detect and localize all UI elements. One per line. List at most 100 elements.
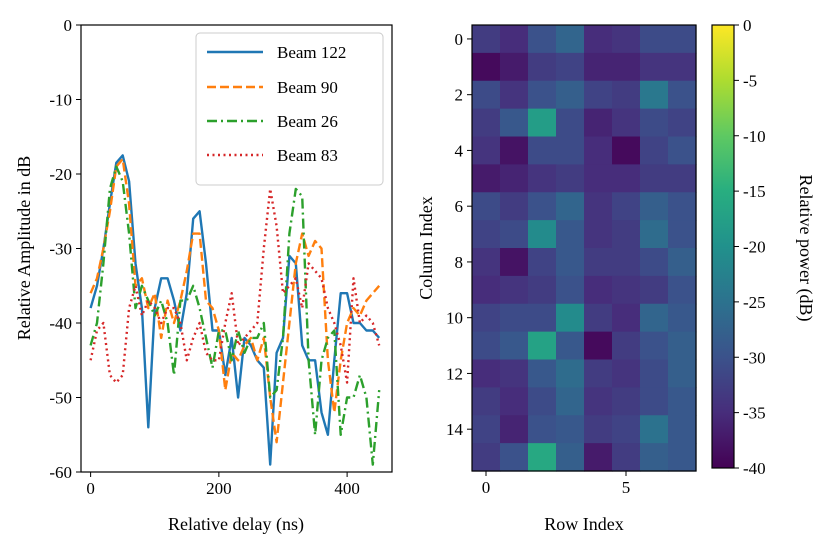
heatmap-cell bbox=[556, 443, 585, 472]
heatmap-cell bbox=[584, 387, 613, 416]
heatmap-y-tick-label: 14 bbox=[446, 420, 464, 439]
series-line-beam-90 bbox=[89, 157, 381, 444]
heatmap-cell bbox=[500, 331, 529, 361]
colorbar-label: Relative power (dB) bbox=[795, 175, 816, 322]
heatmap-cell bbox=[584, 303, 613, 333]
heatmap-cell bbox=[612, 443, 641, 472]
heatmap-cell bbox=[668, 387, 697, 416]
colorbar-tick-label: -20 bbox=[743, 238, 766, 257]
heatmap-cell bbox=[528, 275, 557, 305]
y-tick-label: 0 bbox=[64, 16, 73, 35]
heatmap-cell bbox=[640, 220, 669, 249]
heatmap-cell bbox=[500, 359, 529, 388]
heatmap-cell bbox=[500, 415, 529, 444]
heatmap-cell bbox=[584, 192, 613, 221]
heatmap-cell bbox=[668, 52, 697, 82]
heatmap-cell bbox=[640, 52, 669, 82]
heatmap-axes: 0 5 0 2 4 6 8 10 12 14 bbox=[446, 30, 630, 497]
heatmap-cell bbox=[472, 52, 501, 82]
x-tick-label: 0 bbox=[86, 479, 95, 498]
heatmap-cell bbox=[556, 275, 585, 305]
heatmap-cell bbox=[528, 359, 557, 388]
heatmap-cell bbox=[472, 415, 501, 444]
heatmap-cell bbox=[500, 248, 529, 277]
heatmap-cell bbox=[500, 387, 529, 416]
heatmap-cell bbox=[584, 108, 613, 138]
heatmap-ylabel: Column Index bbox=[416, 196, 436, 300]
x-tick-label: 400 bbox=[334, 479, 360, 498]
colorbar: 0 -5 -10 -15 -20 -25 -30 -35 -40 Relative power … bbox=[711, 16, 816, 478]
heatmap-cell bbox=[640, 443, 669, 472]
heatmap-cell bbox=[556, 387, 585, 416]
heatmap-cell bbox=[640, 80, 669, 110]
y-tick-label: -20 bbox=[49, 165, 72, 184]
heatmap-cell bbox=[640, 275, 669, 305]
heatmap-cell bbox=[500, 164, 529, 193]
heatmap-cell bbox=[612, 387, 641, 416]
heatmap-y-tick-label: 4 bbox=[455, 141, 464, 160]
heatmap-cell bbox=[668, 443, 697, 472]
colorbar-tick-label: -15 bbox=[743, 182, 766, 201]
legend-box bbox=[195, 32, 384, 186]
heatmap-y-tick-label: 12 bbox=[446, 364, 463, 383]
heatmap-cell bbox=[640, 248, 669, 277]
heatmap-cell bbox=[612, 80, 641, 110]
heatmap-cell bbox=[500, 136, 529, 165]
line-chart-axes: 0 200 400 0 -10 -20 -30 -40 -50 -60 bbox=[49, 16, 360, 498]
heatmap-cell bbox=[668, 248, 697, 277]
x-tick-label: 200 bbox=[206, 479, 232, 498]
heatmap-cell bbox=[584, 164, 613, 193]
heatmap-cell bbox=[612, 220, 641, 249]
heatmap-y-tick-label: 8 bbox=[455, 253, 464, 272]
heatmap-cell bbox=[640, 331, 669, 361]
heatmap-cell bbox=[500, 80, 529, 110]
heatmap-cell bbox=[668, 25, 697, 54]
heatmap-cell bbox=[612, 275, 641, 305]
heatmap-cell bbox=[528, 80, 557, 110]
heatmap-cell bbox=[472, 359, 501, 388]
line-chart: 0 200 400 0 -10 -20 -30 -40 -50 -60 Relative dela… bbox=[14, 16, 393, 535]
heatmap-cell bbox=[472, 248, 501, 277]
legend-label-beam-122: Beam 122 bbox=[277, 43, 346, 62]
heatmap-cell bbox=[668, 275, 697, 305]
colorbar-tick-label: -35 bbox=[743, 404, 766, 423]
heatmap-cell bbox=[612, 25, 641, 54]
heatmap-cell bbox=[472, 331, 501, 361]
heatmap-cell bbox=[668, 359, 697, 388]
y-tick-label: -50 bbox=[49, 389, 72, 408]
heatmap-cell bbox=[556, 303, 585, 333]
heatmap-cell bbox=[528, 443, 557, 472]
heatmap-cell bbox=[472, 25, 501, 54]
heatmap-cell bbox=[556, 192, 585, 221]
heatmap-cell bbox=[640, 415, 669, 444]
heatmap-cell bbox=[612, 192, 641, 221]
heatmap-cell bbox=[528, 303, 557, 333]
legend: Beam 122 Beam 90 Beam 26 Beam 83 bbox=[195, 32, 384, 186]
heatmap-xlabel: Row Index bbox=[544, 514, 624, 534]
heatmap-cell bbox=[556, 331, 585, 361]
heatmap-cell bbox=[584, 136, 613, 165]
legend-label-beam-26: Beam 26 bbox=[277, 112, 338, 131]
heatmap-cell bbox=[528, 136, 557, 165]
heatmap-cell bbox=[528, 108, 557, 138]
heatmap-cell bbox=[640, 387, 669, 416]
heatmap-cell bbox=[556, 415, 585, 444]
heatmap-cell bbox=[668, 220, 697, 249]
y-tick-label: -10 bbox=[49, 91, 72, 110]
heatmap-x-tick-label: 5 bbox=[622, 478, 631, 497]
legend-label-beam-83: Beam 83 bbox=[277, 146, 338, 165]
heatmap-cell bbox=[584, 275, 613, 305]
heatmap-cell bbox=[472, 387, 501, 416]
heatmap-cell bbox=[640, 303, 669, 333]
heatmap-cell bbox=[640, 359, 669, 388]
heatmap-cell bbox=[584, 52, 613, 82]
heatmap-cells bbox=[472, 25, 697, 472]
line-chart-ylabel: Relative Amplitude in dB bbox=[14, 156, 34, 340]
heatmap-cell bbox=[472, 192, 501, 221]
line-chart-xlabel: Relative delay (ns) bbox=[168, 514, 304, 535]
heatmap-cell bbox=[500, 52, 529, 82]
heatmap-cell bbox=[556, 248, 585, 277]
y-tick-label: -40 bbox=[49, 314, 72, 333]
heatmap-cell bbox=[584, 331, 613, 361]
